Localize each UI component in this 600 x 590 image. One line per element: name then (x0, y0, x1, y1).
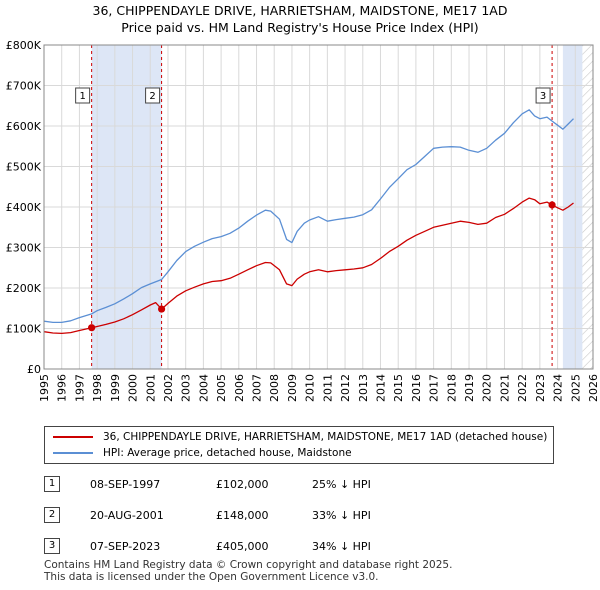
x-tick-label: 1995 (38, 374, 51, 402)
x-tick-label: 2010 (304, 374, 317, 402)
sale-point-3 (548, 201, 556, 209)
legend-label-hpi: HPI: Average price, detached house, Maid… (103, 447, 352, 459)
x-tick-label: 2012 (339, 374, 352, 402)
x-tick-label: 2006 (233, 374, 246, 402)
sale-date: 08-SEP-1997 (90, 478, 161, 491)
sale-point-1 (88, 324, 96, 332)
footer: Contains HM Land Registry data © Crown c… (44, 559, 452, 583)
sale-label-text-1: 1 (79, 91, 85, 102)
sale-marker-box-1: 1 (44, 476, 60, 492)
sale-price: £148,000 (216, 509, 269, 522)
sale-point-2 (157, 305, 166, 313)
sale-label-text-3: 3 (540, 91, 546, 102)
sale-hpi-diff: 34% ↓ HPI (312, 540, 371, 553)
legend-swatch-hpi (53, 452, 93, 454)
sale-hpi-diff: 33% ↓ HPI (312, 509, 371, 522)
y-tick-label: £800K (6, 39, 42, 52)
sale-label-box-3 (535, 87, 551, 104)
footer-licence: This data is licensed under the Open Gov… (44, 571, 379, 583)
sale-price: £102,000 (216, 478, 269, 491)
x-tick-label: 2022 (516, 374, 529, 402)
sale-hpi-diff: 25% ↓ HPI (312, 478, 371, 491)
x-tick-label: 2015 (392, 374, 405, 402)
sale-marker-box-2: 2 (44, 507, 60, 523)
x-tick-label: 2024 (552, 374, 565, 402)
sale-price: £405,000 (216, 540, 269, 553)
y-tick-label: £100K (6, 323, 42, 336)
legend-item-hpi: HPI: Average price, detached house, Maid… (53, 445, 352, 461)
sale-date: 07-SEP-2023 (90, 540, 161, 553)
x-tick-label: 2026 (587, 374, 600, 402)
sale-date: 20-AUG-2001 (90, 509, 164, 522)
footer-copyright: Contains HM Land Registry data © Crown c… (44, 559, 453, 571)
series-line-hpi (43, 109, 574, 324)
y-tick-label: £400K (6, 201, 42, 214)
price-chart: £0 £100K £200K £300K £400K £500K £600K £700K £80… (6, 39, 600, 402)
series-line-property (43, 197, 574, 335)
chart-title-line2: Price paid vs. HM Land Registry's House … (121, 20, 479, 35)
chart-legend: 36, CHIPPENDAYLE DRIVE, HARRIETSHAM, MAI… (44, 426, 554, 464)
y-tick-label: £300K (6, 242, 42, 255)
x-tick-label: 2005 (215, 374, 228, 402)
sale-label-box-2 (145, 87, 161, 104)
x-tick-label: 2009 (286, 374, 299, 402)
x-tick-label: 2011 (321, 374, 334, 402)
x-tick-label: 2000 (127, 374, 140, 402)
y-tick-label: £700K (6, 80, 42, 93)
x-tick-label: 1996 (56, 374, 69, 402)
x-tick-label: 2013 (357, 374, 370, 402)
x-tick-label: 2023 (534, 374, 547, 402)
y-tick-label: £200K (6, 282, 42, 295)
x-tick-label: 1999 (109, 374, 122, 402)
x-tick-label: 2016 (410, 374, 423, 402)
plot-border (43, 44, 594, 370)
x-tick-label: 2025 (569, 374, 582, 402)
x-tick-label: 2008 (268, 374, 281, 402)
x-tick-label: 2017 (428, 374, 441, 402)
x-tick-label: 2003 (180, 374, 193, 402)
x-tick-label: 2004 (197, 374, 210, 402)
x-tick-label: 2021 (498, 374, 511, 402)
x-tick-label: 2007 (251, 374, 264, 402)
x-tick-label: 2020 (481, 374, 494, 402)
sale-label-box-1 (75, 87, 91, 104)
sale-label-text-2: 2 (149, 91, 155, 102)
x-tick-label: 2019 (463, 374, 476, 402)
legend-item-property: 36, CHIPPENDAYLE DRIVE, HARRIETSHAM, MAI… (53, 429, 547, 445)
x-tick-label: 1997 (73, 374, 86, 402)
legend-swatch-property (53, 436, 93, 438)
x-tick-label: 2001 (144, 374, 157, 402)
legend-label-property: 36, CHIPPENDAYLE DRIVE, HARRIETSHAM, MAI… (103, 431, 548, 443)
y-tick-label: £600K (6, 120, 42, 133)
x-tick-label: 2018 (445, 374, 458, 402)
x-tick-label: 2002 (162, 374, 175, 402)
chart-title-line1: 36, CHIPPENDAYLE DRIVE, HARRIETSHAM, MAI… (92, 3, 508, 18)
y-tick-label: £0 (27, 363, 41, 376)
x-tick-label: 1998 (91, 374, 104, 402)
sale-marker-box-3: 3 (44, 538, 60, 554)
x-tick-label: 2014 (374, 374, 387, 402)
y-tick-label: £500K (6, 161, 42, 174)
